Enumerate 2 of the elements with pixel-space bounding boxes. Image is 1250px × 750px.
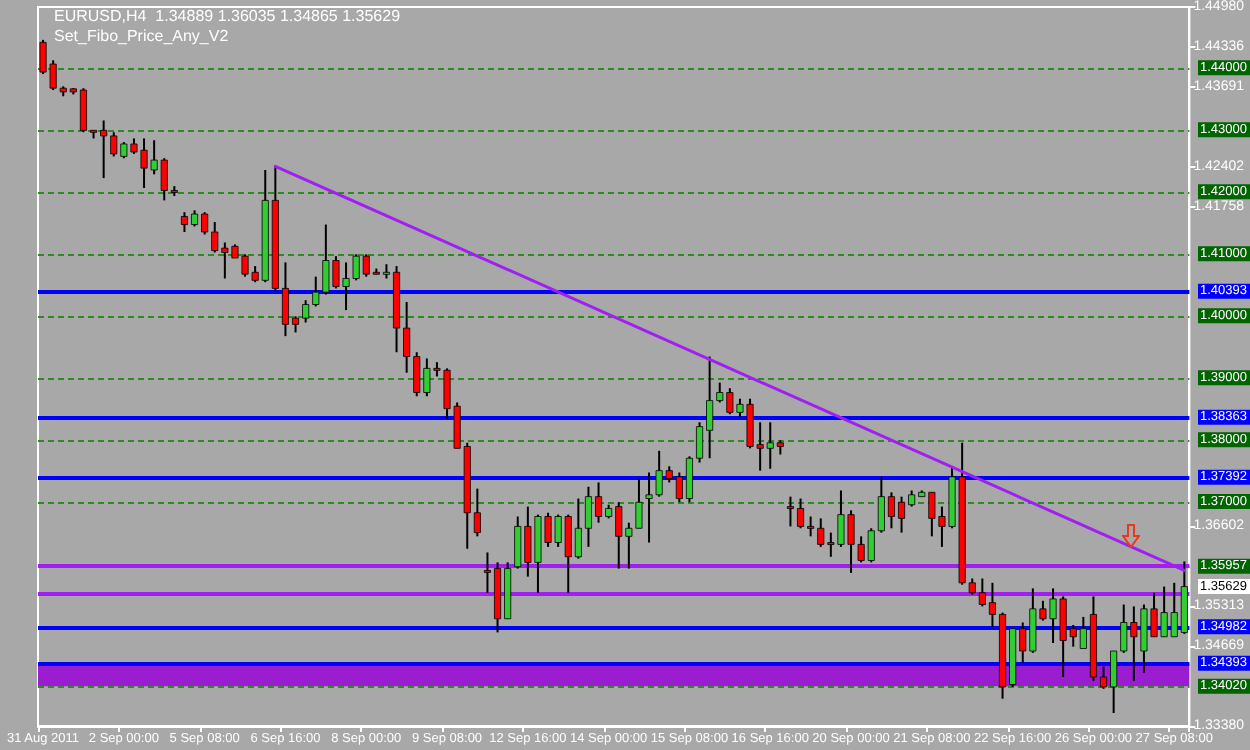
- chart-title: EURUSD,H4 1.34889 1.36035 1.34865 1.35629: [54, 7, 402, 25]
- text: Set_Fibo_Price_Any_V2: [54, 27, 230, 45]
